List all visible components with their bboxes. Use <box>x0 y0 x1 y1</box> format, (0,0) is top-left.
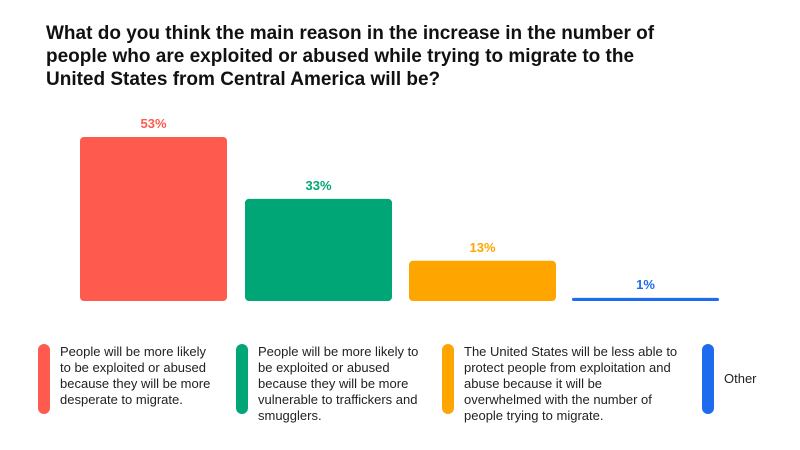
bar-2 <box>245 198 392 301</box>
legend-swatch-4 <box>702 344 714 414</box>
bar-value-label-3: 13% <box>469 240 495 255</box>
bar-1 <box>80 137 227 301</box>
legend-item-3: The United States will be less able to p… <box>442 344 682 424</box>
bar-value-label-1: 53% <box>140 116 166 131</box>
legend-label-3: The United States will be less able to p… <box>464 344 678 423</box>
bar-value-label-4: 1% <box>636 277 655 292</box>
legend-label-2: People will be more likely to be exploit… <box>258 344 419 423</box>
legend-label-1: People will be more likely to be exploit… <box>60 344 211 407</box>
chart-title: What do you think the main reason in the… <box>46 23 655 90</box>
legend-swatch-2 <box>236 344 248 414</box>
bar-4 <box>572 297 719 301</box>
legend-item-4: Other <box>702 344 792 414</box>
bar-chart: 53% 33% 13% 1% <box>80 116 719 301</box>
legend-label-4: Other <box>724 371 757 386</box>
bar-value-label-2: 33% <box>305 178 331 193</box>
legend-swatch-1 <box>38 344 50 414</box>
bar-3 <box>409 260 556 301</box>
legend-swatch-3 <box>442 344 454 414</box>
legend-item-1: People will be more likely to be exploit… <box>38 344 218 414</box>
legend-item-2: People will be more likely to be exploit… <box>236 344 436 424</box>
